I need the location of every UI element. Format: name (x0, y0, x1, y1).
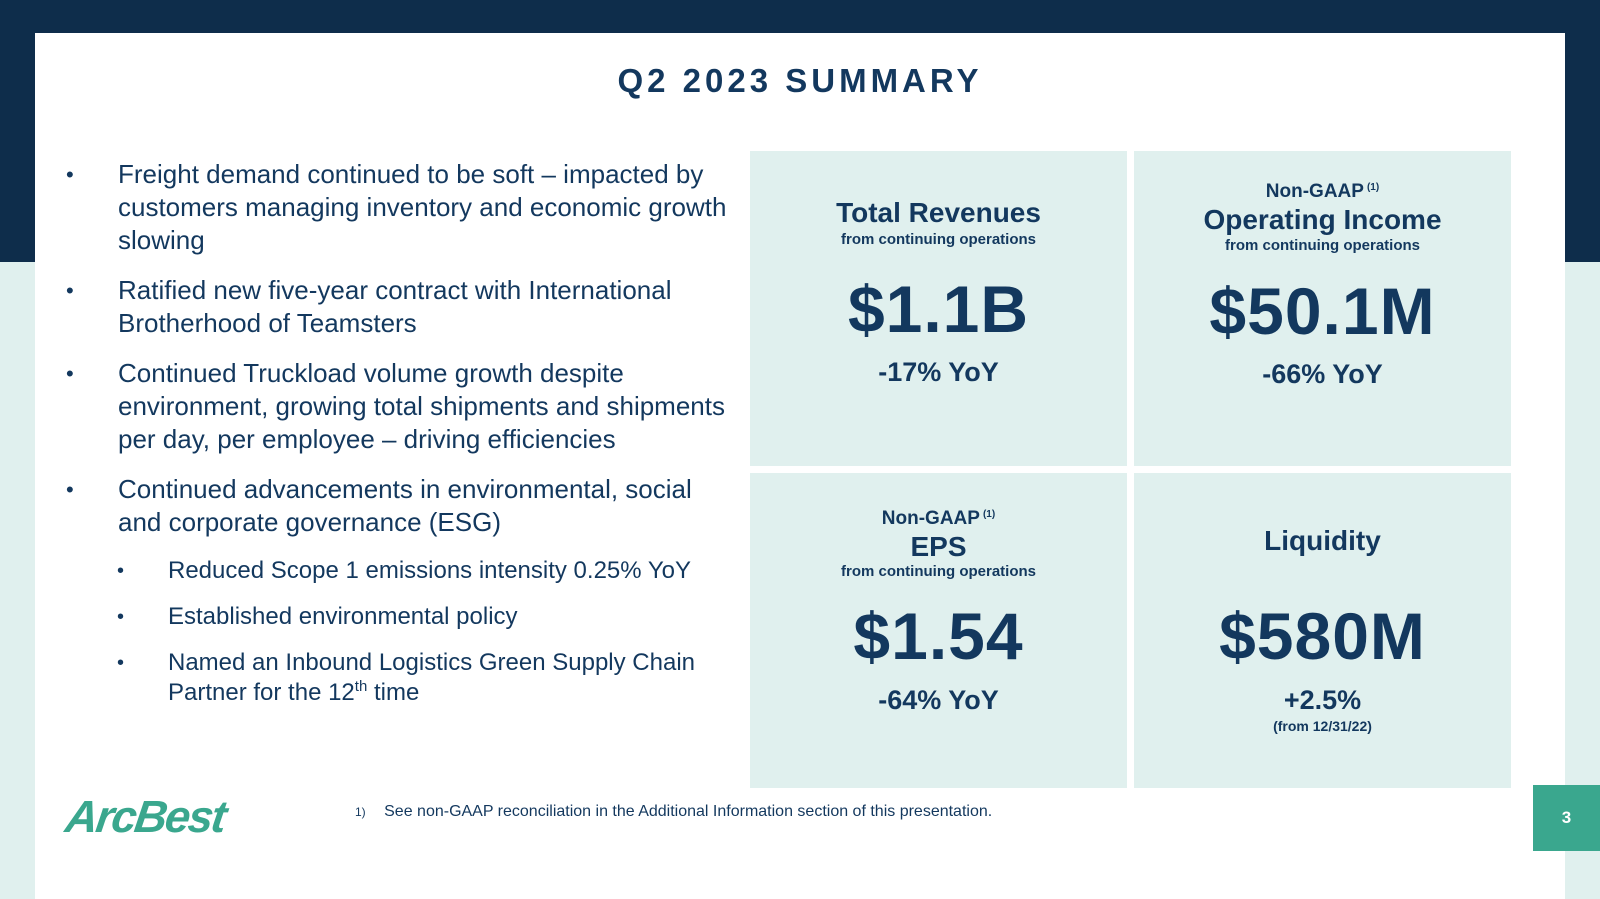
bullet-dot: • (66, 278, 74, 303)
sub-bullet-text: Named an Inbound Logistics Green Supply … (168, 649, 695, 706)
tile-change: -66% YoY (1262, 359, 1383, 389)
footnote-marker: (1) (982, 508, 996, 520)
footnote: 1) See non-GAAP reconciliation in the Ad… (355, 803, 992, 821)
bullet-text: Freight demand continued to be soft – im… (118, 159, 727, 255)
sub-bullet-text-main: Named an Inbound Logistics Green Supply … (168, 649, 695, 706)
tile-value: $1.1B (847, 272, 1030, 346)
metric-tile-revenue: Total Revenues from continuing operation… (750, 151, 1127, 466)
metric-tile-liquidity: Liquidity $580M +2.5% (from 12/31/22) (1134, 473, 1511, 788)
tile-value: $580M (1219, 599, 1426, 673)
sub-bullet-item: • Reduced Scope 1 emissions intensity 0.… (35, 556, 735, 586)
tile-change: +2.5% (1283, 685, 1362, 715)
tile-title: Operating Income (1203, 204, 1442, 235)
metric-tile-eps: Non-GAAP (1) EPS from continuing operatio… (750, 473, 1127, 788)
bullet-text: Continued Truckload volume growth despit… (118, 358, 725, 454)
sub-bullet-text-end: time (367, 679, 420, 706)
tile-title: Liquidity (1264, 525, 1381, 556)
bullet-dot: • (117, 560, 125, 582)
arcbest-logo: ArcBest (62, 791, 229, 842)
bullet-dot: • (66, 361, 74, 386)
tile-subtitle: from continuing operations (841, 231, 1036, 248)
sub-bullet-item: • Named an Inbound Logistics Green Suppl… (35, 648, 735, 708)
footnote-marker: (1) (1366, 181, 1380, 193)
bullet-dot: • (117, 652, 125, 674)
footnote-number: 1) (355, 805, 366, 819)
slide-title: Q2 2023 SUMMARY (617, 62, 983, 99)
sub-bullet-text: Established environmental policy (168, 603, 518, 630)
tile-change: -64% YoY (878, 685, 999, 715)
slide-panel: Q2 2023 SUMMARY • Freight demand continu… (35, 33, 1565, 899)
bullet-text: Ratified new five-year contract with Int… (118, 275, 672, 338)
tile-change: -17% YoY (878, 357, 999, 387)
bullet-item: • Freight demand continued to be soft – … (35, 158, 735, 257)
footnote-text: See non-GAAP reconciliation in the Addit… (384, 803, 993, 820)
bullet-text: Continued advancements in environmental,… (118, 474, 692, 537)
ordinal-suffix: th (354, 678, 368, 695)
tile-title: EPS (910, 531, 967, 562)
bullet-list: • Freight demand continued to be soft – … (35, 158, 735, 724)
tile-prefix: Non-GAAP (1) (750, 508, 1127, 530)
bullet-dot: • (66, 162, 74, 187)
metric-tile-operating-income: Non-GAAP (1) Operating Income from contin… (1134, 151, 1511, 466)
page-number: 3 (1533, 785, 1600, 851)
tile-title: Total Revenues (836, 197, 1041, 228)
bullet-dot: • (117, 606, 125, 628)
bullet-item: • Ratified new five-year contract with I… (35, 274, 735, 340)
tile-prefix-text: Non-GAAP (1265, 181, 1364, 202)
bullet-dot: • (66, 477, 74, 502)
sub-bullet-item: • Established environmental policy (35, 602, 735, 632)
bullet-item: • Continued Truckload volume growth desp… (35, 357, 735, 456)
tile-note: (from 12/31/22) (1273, 718, 1372, 734)
sub-bullet-text: Reduced Scope 1 emissions intensity 0.25… (168, 557, 691, 584)
tile-prefix-text: Non-GAAP (881, 508, 980, 529)
bullet-item: • Continued advancements in environmenta… (35, 473, 735, 539)
tile-subtitle: from continuing operations (841, 563, 1036, 580)
tile-value: $1.54 (853, 599, 1024, 673)
tile-subtitle: from continuing operations (1225, 237, 1420, 254)
tile-value: $50.1M (1209, 274, 1436, 348)
tile-prefix: Non-GAAP (1) (1134, 181, 1511, 203)
